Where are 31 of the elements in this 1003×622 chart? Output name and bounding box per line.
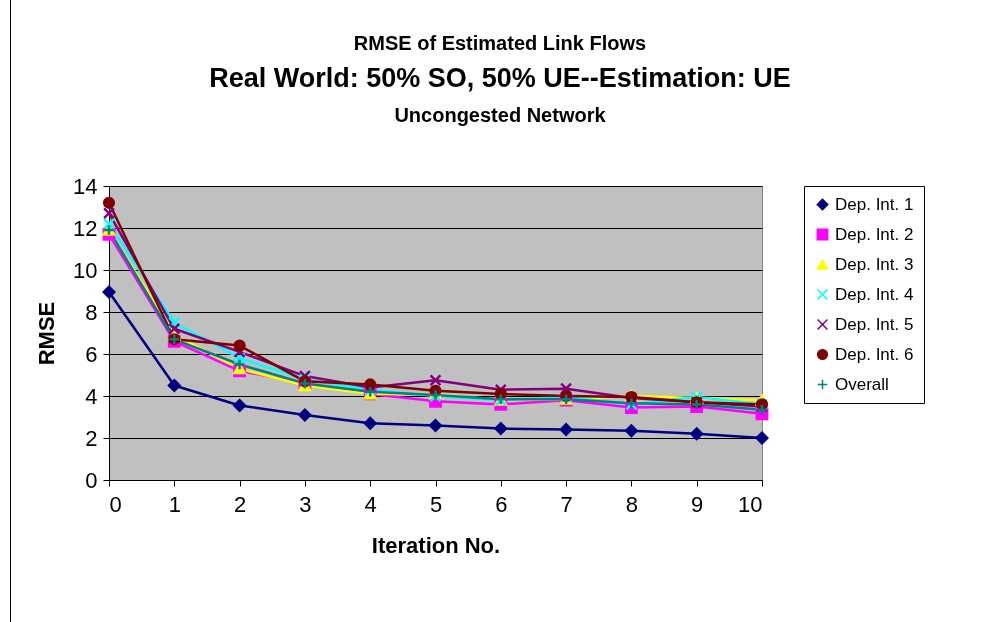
x-tick-label: 2 [233,491,247,517]
legend-label: Dep. Int. 1 [835,194,914,214]
y-tick-label: 0 [85,467,98,493]
x-tick-label: 8 [625,491,639,517]
y-tick-label: 6 [85,341,98,367]
legend-label: Dep. Int. 3 [835,254,914,274]
x-tick-label: 6 [495,491,508,517]
y-tick-label: 12 [73,215,98,241]
y-tick-label: 4 [85,383,98,409]
chart-title: RMSE of Estimated Link Flows [352,32,648,55]
chart-subtitle: Real World: 50% SO, 50% UE--Estimation: UE [208,63,792,94]
x-tick-label: 1 [168,491,181,517]
text: Uncongested Network [393,104,607,127]
y-tick-label: 14 [73,173,98,199]
x-tick-label: 4 [364,491,377,517]
y-tick-label: 2 [85,425,98,451]
legend-label: Dep. Int. 5 [835,314,914,334]
x-tick-label: 3 [299,491,312,517]
y-tick-label: 10 [73,257,98,283]
y-tick-label: 8 [85,299,98,325]
x-tick-label: 10 [738,491,763,517]
legend-label: Dep. Int. 4 [835,284,914,304]
x-tick-label: 7 [560,491,573,517]
x-tick-label: 0 [109,491,122,517]
legend-label: Dep. Int. 6 [835,344,914,364]
x-tick-label: 9 [691,491,704,517]
x-tick-label: 5 [429,491,443,517]
legend-label: Overall [835,374,889,394]
x-axis-title: Iteration No. [371,532,501,558]
y-axis-title: RMSE [34,301,60,366]
legend-label: Dep. Int. 2 [835,224,914,244]
